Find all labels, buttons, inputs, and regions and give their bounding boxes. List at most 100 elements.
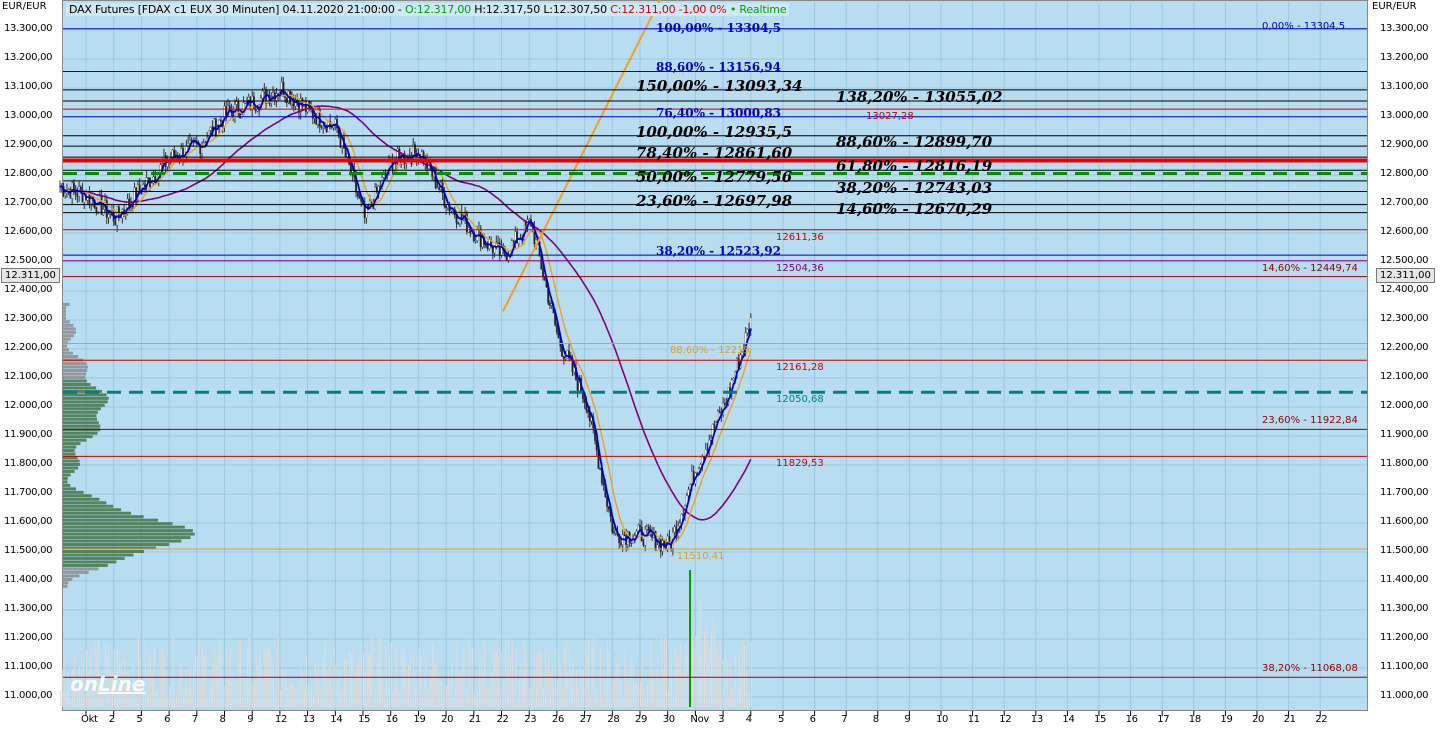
volume-bar xyxy=(352,644,354,707)
x-tick-label: 5 xyxy=(136,714,143,725)
volume-bar xyxy=(693,645,695,707)
x-tick-label: 6 xyxy=(809,714,816,725)
volume-bar xyxy=(120,661,122,707)
y-tick-left: 11.600,00 xyxy=(4,516,53,527)
volume-bar xyxy=(395,649,397,707)
volume-bar xyxy=(162,644,164,707)
candle-body xyxy=(76,193,79,197)
volume-bar xyxy=(638,674,640,707)
volume-bar xyxy=(174,696,176,707)
volume-bar xyxy=(227,679,229,707)
volume-bar xyxy=(73,653,75,707)
volume-profile-bar xyxy=(63,476,68,480)
y-tick-right: 11.400,00 xyxy=(1380,574,1429,585)
candle-body xyxy=(284,96,287,98)
volume-bar xyxy=(653,686,655,707)
x-tick-label: 28 xyxy=(607,714,620,725)
volume-bar xyxy=(683,665,685,707)
volume-profile-bar xyxy=(63,539,182,543)
volume-bar xyxy=(68,679,70,707)
volume-bar xyxy=(150,658,152,707)
volume-bar xyxy=(295,688,297,707)
volume-bar xyxy=(350,654,352,707)
volume-bar xyxy=(427,689,429,707)
y-tick-left: 12.100,00 xyxy=(4,371,53,382)
volume-bar xyxy=(212,666,214,707)
volume-bar xyxy=(473,692,475,707)
y-tick-right: 11.200,00 xyxy=(1380,632,1429,643)
candle-body xyxy=(642,541,645,546)
candle-body xyxy=(673,526,676,533)
candle-body xyxy=(322,126,325,128)
x-tick-label: Nov xyxy=(690,714,710,725)
x-tick-label: 5 xyxy=(778,714,785,725)
volume-bar xyxy=(131,691,133,707)
volume-bar xyxy=(208,689,210,707)
candle-body xyxy=(114,221,117,226)
volume-bar xyxy=(371,638,373,707)
y-tick-left: 13.200,00 xyxy=(4,52,53,63)
volume-bar xyxy=(485,686,487,707)
volume-bar xyxy=(361,642,363,707)
y-tick-right: 12.600,00 xyxy=(1380,226,1429,237)
moving-average-slow xyxy=(59,105,752,521)
volume-profile-bar xyxy=(63,518,158,522)
volume-profile-bar xyxy=(63,320,70,324)
y-tick-right: 12.500,00 xyxy=(1380,255,1429,266)
volume-bar xyxy=(79,667,81,707)
volume-bar xyxy=(89,654,91,707)
volume-bar xyxy=(439,675,441,707)
candle-body xyxy=(117,206,120,216)
volume-bar xyxy=(726,660,728,707)
volume-bar xyxy=(316,677,318,707)
volume-bar xyxy=(470,692,472,707)
y-tick-right: 12.100,00 xyxy=(1380,371,1429,382)
volume-bar xyxy=(292,682,294,707)
x-tick-label: 20 xyxy=(441,714,454,725)
volume-bar xyxy=(565,641,567,707)
volume-bar xyxy=(331,688,333,707)
volume-bar xyxy=(686,650,688,707)
candle-body xyxy=(606,496,609,507)
volume-bar xyxy=(253,676,255,707)
volume-bar xyxy=(716,645,718,707)
volume-bar xyxy=(665,642,667,707)
volume-bar xyxy=(99,683,101,707)
volume-bar xyxy=(416,688,418,707)
volume-bar xyxy=(302,676,304,707)
volume-bar xyxy=(186,668,188,707)
y-tick-right: 11.500,00 xyxy=(1380,545,1429,556)
volume-bar xyxy=(478,662,480,707)
y-tick-left: 11.500,00 xyxy=(4,545,53,556)
x-tick-label: 19 xyxy=(413,714,426,725)
trend-line xyxy=(502,0,661,312)
volume-profile-bar xyxy=(63,532,195,536)
volume-bar xyxy=(646,684,648,707)
volume-bar xyxy=(510,656,512,707)
volume-profile-bar xyxy=(63,407,101,411)
candle-body xyxy=(682,514,685,516)
volume-profile-bar xyxy=(63,522,173,526)
volume-bar xyxy=(127,670,129,707)
volume-bar xyxy=(747,692,749,707)
volume-bar xyxy=(366,644,368,707)
volume-bar xyxy=(423,684,425,707)
level-label-small: - 11510,41 xyxy=(670,550,725,562)
volume-bar xyxy=(387,680,389,707)
candle-body xyxy=(306,100,309,112)
volume-bar xyxy=(529,687,531,707)
volume-profile-bar xyxy=(63,313,66,317)
y-tick-right: 12.400,00 xyxy=(1380,284,1429,295)
volume-bar xyxy=(499,691,501,707)
candle-body xyxy=(528,219,531,221)
candle-body xyxy=(517,239,520,244)
volume-bar xyxy=(556,679,558,707)
volume-bar xyxy=(124,659,126,707)
candle-body xyxy=(147,177,150,179)
volume-bar xyxy=(537,650,539,707)
volume-bar xyxy=(676,656,678,707)
volume-bar xyxy=(61,669,63,707)
volume-bar xyxy=(266,651,268,707)
candle-body xyxy=(413,144,416,154)
volume-bar xyxy=(600,649,602,707)
